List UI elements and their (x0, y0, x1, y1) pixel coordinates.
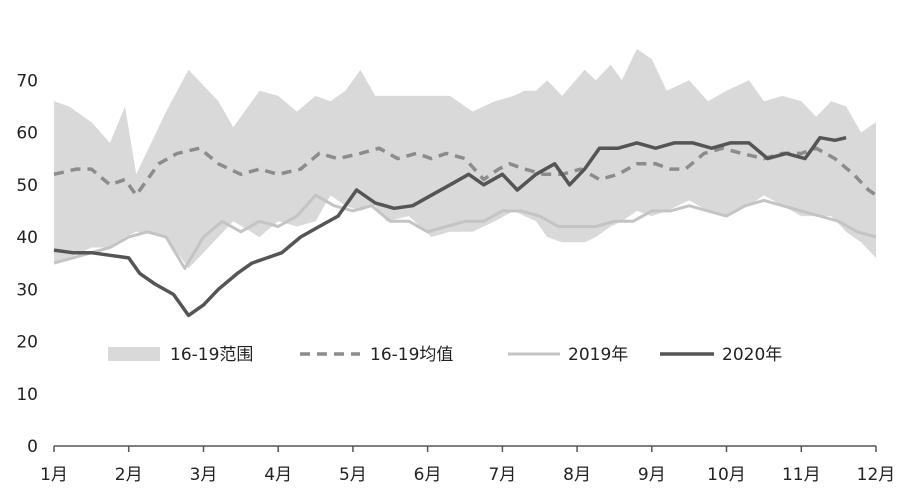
y-tick-label: 40 (16, 228, 38, 248)
plot-marks (53, 48, 877, 318)
legend: 16-19范围 16-19均值 2019年 2020年 (108, 345, 782, 365)
series-2019-line (53, 193, 877, 270)
y-tick-labels: 0 10 20 30 40 50 60 70 (16, 71, 38, 457)
legend-label-2019: 2019年 (568, 345, 628, 365)
y-tick-label: 0 (27, 437, 38, 457)
x-tick-labels: 1月 2月 3月 4月 5月 6月 7月 8月 9月 10月 11月 12月 (40, 465, 895, 485)
legend-label-2020: 2020年 (722, 345, 782, 365)
x-tick-marks (53, 446, 877, 452)
y-tick-label: 70 (16, 71, 38, 91)
x-tick-label: 1月 (40, 465, 68, 485)
x-tick-label: 7月 (488, 465, 516, 485)
y-tick-label: 60 (16, 124, 38, 144)
x-tick-label: 6月 (414, 465, 442, 485)
series-range-band (54, 48, 876, 269)
x-tick-label: 3月 (190, 465, 218, 485)
legend-label-range: 16-19范围 (170, 345, 253, 365)
y-tick-label: 10 (16, 385, 38, 405)
series-2020-line (53, 135, 847, 318)
x-tick-label: 10月 (707, 465, 746, 485)
x-tick-label: 2月 (115, 465, 143, 485)
y-tick-label: 20 (16, 333, 38, 353)
x-tick-label: 9月 (638, 465, 666, 485)
x-tick-label: 12月 (857, 465, 896, 485)
y-tick-label: 50 (16, 176, 38, 196)
series-avg-line (53, 146, 877, 197)
x-tick-label: 4月 (264, 465, 292, 485)
y-tick-label: 30 (16, 280, 38, 300)
x-tick-label: 8月 (563, 465, 591, 485)
legend-swatch-range (108, 347, 160, 361)
x-tick-label: 5月 (339, 465, 367, 485)
legend-label-avg: 16-19均值 (370, 345, 453, 365)
x-tick-label: 11月 (782, 465, 821, 485)
